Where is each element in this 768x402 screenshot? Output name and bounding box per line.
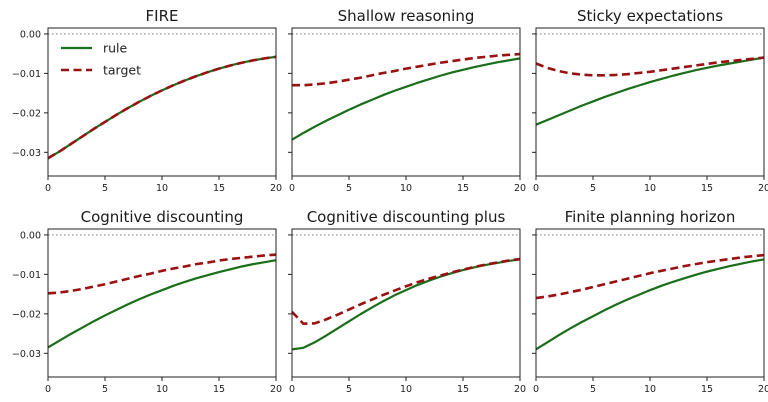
panel-title: Cognitive discounting plus — [307, 208, 506, 226]
x-tick-label: 15 — [213, 183, 225, 194]
plot-frame — [291, 27, 521, 177]
y-tick-label: −0.03 — [12, 148, 41, 159]
panel-title: Cognitive discounting — [81, 208, 244, 226]
series-line-rule — [47, 55, 277, 160]
panel-title: Finite planning horizon — [565, 208, 736, 226]
legend: rule target — [61, 41, 141, 78]
panel-3: Sticky expectations 0 5 10 15 20 — [532, 7, 768, 194]
series-line-target — [47, 55, 277, 160]
series-line-rule — [535, 258, 765, 351]
legend-label-target: target — [103, 63, 141, 78]
x-tick-label: 15 — [457, 183, 469, 194]
x-tick-label: 15 — [457, 384, 469, 395]
x-tick-label: 10 — [156, 384, 168, 395]
series-line-target — [535, 253, 765, 300]
panel-5: Cognitive discounting plus 0 5 10 15 20 — [288, 208, 526, 395]
plot-frame — [291, 228, 521, 378]
x-tick-label: 5 — [590, 384, 596, 395]
x-tick-label: 15 — [701, 183, 713, 194]
x-tick-label: 5 — [590, 183, 596, 194]
x-tick-label: 5 — [102, 384, 108, 395]
y-tick-label: 0.00 — [20, 29, 41, 40]
panel-title: Shallow reasoning — [338, 7, 475, 25]
panel-4: Cognitive discounting 0 5 10 15 20 0.00 −0.01 −0… — [12, 208, 282, 395]
y-tick-label: −0.01 — [12, 270, 41, 281]
x-tick-label: 20 — [514, 183, 526, 194]
x-tick-label: 15 — [701, 384, 713, 395]
x-tick-label: 0 — [533, 183, 539, 194]
x-tick-label: 10 — [156, 183, 168, 194]
plot-frame — [535, 27, 765, 177]
y-tick-label: −0.03 — [12, 349, 41, 360]
series-line-target — [292, 52, 521, 87]
panel-2: Shallow reasoning 0 5 10 15 20 — [288, 7, 526, 194]
y-tick-label: −0.01 — [12, 69, 41, 80]
x-tick-label: 0 — [289, 183, 295, 194]
x-tick-label: 20 — [758, 384, 768, 395]
panel-1: FIRE 0 5 10 15 20 0.00 −0.01 −0.02 −0.03 rule targe… — [12, 7, 282, 194]
panel-title: Sticky expectations — [577, 7, 723, 25]
series-line-rule — [291, 258, 521, 351]
legend-label-rule: rule — [103, 41, 128, 56]
x-tick-label: 20 — [270, 384, 282, 395]
x-tick-label: 15 — [213, 384, 225, 395]
panel-title: FIRE — [146, 7, 179, 25]
series-line-target — [47, 253, 277, 295]
x-tick-label: 10 — [644, 384, 656, 395]
x-tick-label: 0 — [45, 183, 51, 194]
x-tick-label: 10 — [644, 183, 656, 194]
x-tick-label: 20 — [270, 183, 282, 194]
x-tick-label: 0 — [45, 384, 51, 395]
x-tick-label: 10 — [400, 183, 412, 194]
x-tick-label: 0 — [533, 384, 539, 395]
series-line-rule — [535, 56, 765, 126]
series-line-target — [291, 257, 521, 326]
y-tick-label: −0.02 — [12, 108, 41, 119]
plot-frame — [47, 27, 277, 177]
y-tick-label: 0.00 — [20, 230, 41, 241]
plot-frame — [47, 228, 277, 378]
y-tick-label: −0.02 — [12, 309, 41, 320]
x-tick-label: 5 — [102, 183, 108, 194]
x-tick-label: 5 — [346, 183, 352, 194]
series-line-rule — [47, 259, 277, 349]
x-tick-label: 20 — [758, 183, 768, 194]
series-line-rule — [291, 57, 521, 141]
plot-frame — [535, 228, 765, 378]
series-line-target — [535, 56, 765, 77]
x-tick-label: 10 — [400, 384, 412, 395]
panel-6: Finite planning horizon 0 5 10 15 20 — [532, 208, 768, 395]
x-tick-label: 0 — [289, 384, 295, 395]
x-tick-label: 5 — [346, 384, 352, 395]
x-tick-label: 20 — [514, 384, 526, 395]
